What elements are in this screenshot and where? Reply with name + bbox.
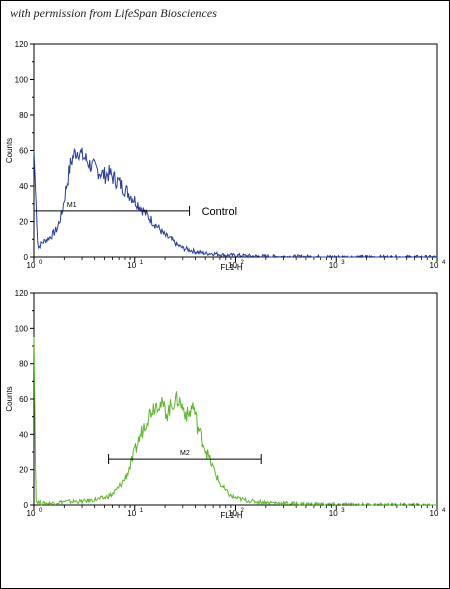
plot-area-2 (33, 292, 438, 506)
y-tick-label: 60 (19, 147, 28, 156)
x-tick-label: 10 (27, 509, 36, 518)
credit-text: with permission from LifeSpan Bioscience… (10, 6, 217, 20)
x-tick-exponent: 1 (140, 260, 144, 266)
annotation-control: Control (202, 206, 237, 218)
x-tick-label: 10 (228, 509, 237, 518)
x-tick-label: 10 (329, 509, 338, 518)
y-tick-label: 0 (24, 501, 29, 510)
y-tick-label: 80 (19, 360, 28, 369)
x-tick-exponent: 1 (140, 508, 144, 514)
x-tick-exponent: 4 (442, 508, 446, 514)
x-tick-exponent: 3 (341, 508, 345, 514)
x-tick-label: 10 (127, 261, 136, 270)
x-axis-label: FL1-H (220, 511, 242, 520)
x-tick-exponent: 0 (39, 508, 43, 514)
y-tick-label: 20 (19, 466, 28, 475)
x-tick-label: 10 (228, 261, 237, 270)
x-tick-exponent: 3 (341, 260, 345, 266)
y-axis-label: Counts (5, 138, 14, 163)
x-tick-label: 10 (430, 509, 439, 518)
x-tick-exponent: 2 (241, 260, 245, 266)
y-tick-label: 20 (19, 218, 28, 227)
x-tick-label: 10 (329, 261, 338, 270)
y-tick-label: 60 (19, 395, 28, 404)
x-tick-exponent: 0 (39, 260, 43, 266)
histogram-trace-2 (33, 337, 437, 507)
x-tick-label: 10 (127, 509, 136, 518)
plot-area-1 (33, 43, 438, 258)
y-tick-label: 100 (15, 76, 29, 85)
y-tick-label: 40 (19, 430, 28, 439)
histogram-trace-1 (33, 147, 438, 259)
y-tick-label: 100 (15, 324, 29, 333)
y-tick-label: 80 (19, 111, 28, 120)
x-tick-label: 10 (27, 261, 36, 270)
y-axis-label: Counts (5, 386, 14, 411)
x-tick-exponent: 2 (241, 508, 245, 514)
marker-label-2: M2 (180, 450, 190, 457)
y-tick-label: 40 (19, 182, 28, 191)
marker-label-1: M1 (67, 202, 77, 209)
y-tick-label: 0 (24, 253, 29, 262)
x-tick-label: 10 (430, 261, 439, 270)
x-tick-exponent: 4 (442, 260, 446, 266)
x-axis-label: FL1-H (220, 263, 242, 272)
y-tick-label: 120 (15, 40, 29, 49)
y-tick-label: 120 (15, 289, 29, 298)
